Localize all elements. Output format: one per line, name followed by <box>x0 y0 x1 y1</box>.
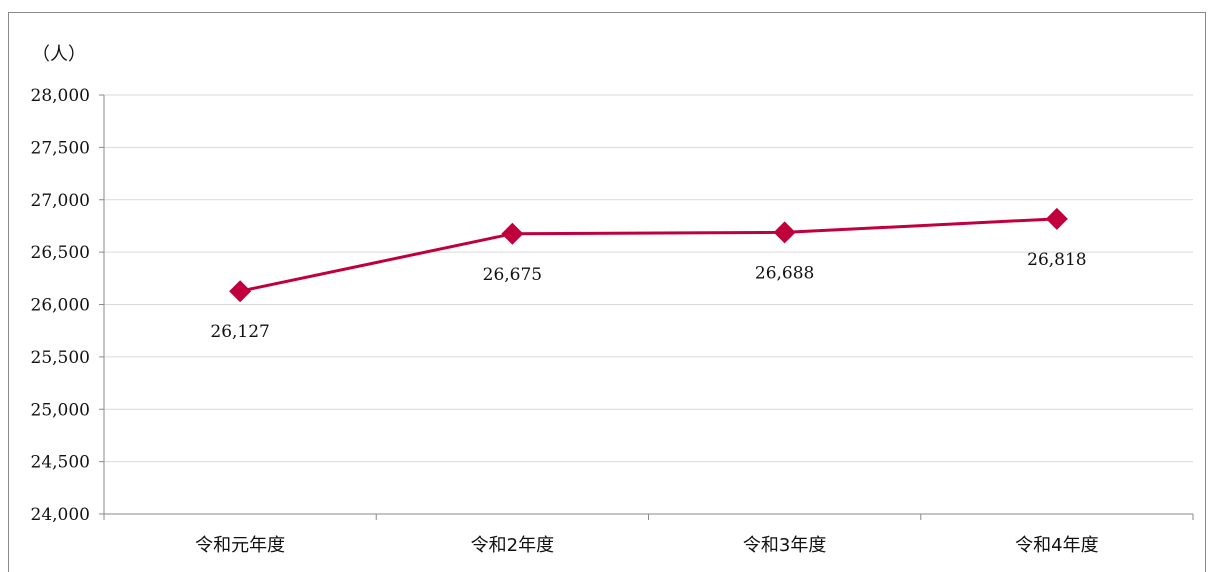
chart-frame <box>8 12 1206 572</box>
data-point-marker <box>773 221 796 244</box>
y-tick-label: 26,000 <box>31 296 90 316</box>
series-line <box>239 217 1057 293</box>
data-label: 26,688 <box>755 263 814 283</box>
x-tick-label: 令和4年度 <box>1015 535 1098 556</box>
data-label: 26,818 <box>1027 250 1086 270</box>
y-tick-label: 27,000 <box>31 191 90 211</box>
x-tick-label: 令和2年度 <box>471 535 554 556</box>
y-tick-label: 25,500 <box>31 348 90 368</box>
x-tick-labels: 令和元年度 令和2年度 令和3年度 令和4年度 <box>195 535 1098 556</box>
data-labels: 26,127 26,675 26,688 26,818 <box>210 250 1086 342</box>
gridlines <box>104 94 1193 463</box>
axes <box>99 94 1194 520</box>
y-tick-label: 28,000 <box>31 86 90 106</box>
y-tick-label: 25,000 <box>31 400 90 420</box>
y-tick-label: 27,500 <box>31 138 90 158</box>
data-point-marker <box>501 222 524 245</box>
data-point-marker <box>1045 207 1068 230</box>
x-tick-label: 令和元年度 <box>195 535 285 556</box>
data-label: 26,675 <box>483 265 542 285</box>
y-axis-unit-label: （人） <box>32 44 86 65</box>
y-tick-label: 24,000 <box>31 505 90 525</box>
y-tick-label: 26,500 <box>31 243 90 263</box>
x-tick-label: 令和3年度 <box>743 535 826 556</box>
data-point-marker <box>229 280 252 303</box>
series-group <box>229 207 1068 303</box>
y-tick-labels: 24,000 24,500 25,000 25,500 26,000 26,500 27,0… <box>31 86 90 525</box>
y-tick-label: 24,500 <box>31 453 90 473</box>
data-label: 26,127 <box>210 322 269 342</box>
